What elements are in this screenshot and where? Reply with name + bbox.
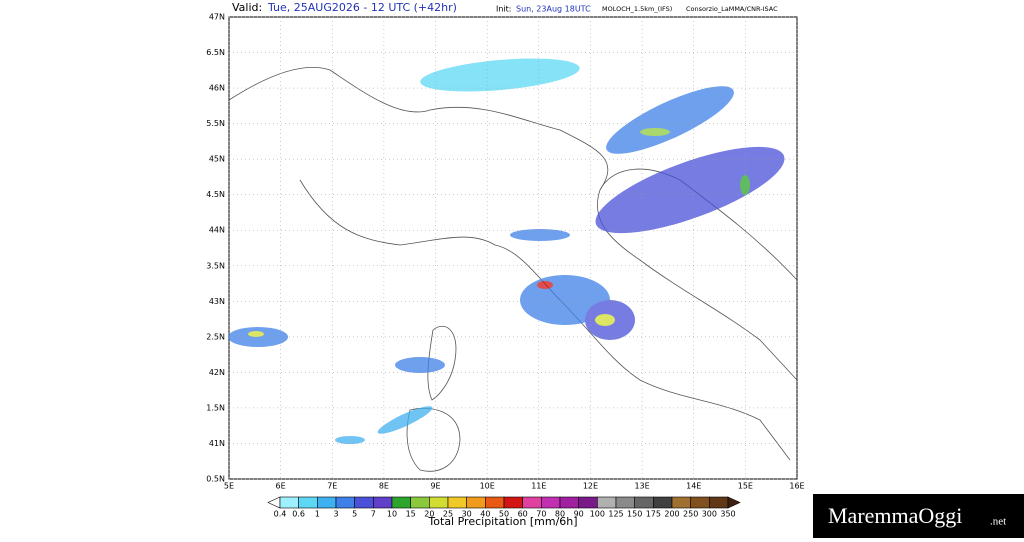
lon-label: 6E xyxy=(276,482,286,491)
colorbar-swatch xyxy=(690,496,710,509)
colorbar-arrow xyxy=(727,496,741,509)
colorbar-label: 15 xyxy=(406,510,416,519)
colorbar-label: 7 xyxy=(371,510,376,519)
colorbar-label: 0.4 xyxy=(274,510,287,519)
lon-label: 15E xyxy=(738,482,753,491)
colorbar-swatch xyxy=(597,496,617,509)
colorbar-label: 60 xyxy=(518,510,528,519)
colorbar-label: 40 xyxy=(480,510,490,519)
lat-label: 4.5N xyxy=(206,190,225,199)
colorbar-swatch xyxy=(578,496,598,509)
lon-label: 13E xyxy=(634,482,649,491)
colorbar-label: 125 xyxy=(608,510,623,519)
colorbar-label: 80 xyxy=(555,510,565,519)
colorbar-swatch xyxy=(410,496,430,509)
lat-label: 42N xyxy=(209,368,225,377)
colorbar-label: 50 xyxy=(499,510,509,519)
colorbar-label: 100 xyxy=(590,510,605,519)
init-label: Init: xyxy=(496,5,511,14)
lon-label: 12E xyxy=(583,482,598,491)
colorbar-label: 3 xyxy=(333,510,338,519)
logo-suffix: .net xyxy=(990,516,1006,528)
lat-label: 3.5N xyxy=(206,261,225,270)
colorbar-swatch xyxy=(391,496,411,509)
lat-label: 45N xyxy=(209,155,225,164)
colorbar-swatch xyxy=(373,496,393,509)
colorbar-swatch xyxy=(541,496,561,509)
colorbar-label: 200 xyxy=(664,510,679,519)
colorbar-label: 0.6 xyxy=(292,510,305,519)
lon-label: 14E xyxy=(686,482,701,491)
credit: Consorzio_LaMMA/CNR-ISAC xyxy=(686,5,778,13)
colorbar-swatch xyxy=(671,496,691,509)
map-area xyxy=(228,58,798,472)
lat-label: 43N xyxy=(209,297,225,306)
colorbar-label: 300 xyxy=(702,510,717,519)
lon-label: 7E xyxy=(327,482,337,491)
colorbar-swatch xyxy=(615,496,635,509)
lat-label: 46N xyxy=(209,84,225,93)
model: MOLOCH_1.5km_(IFS) xyxy=(602,5,672,13)
colorbar-swatch xyxy=(447,496,467,509)
colorbar-label: 20 xyxy=(424,510,434,519)
colorbar-swatch xyxy=(559,496,579,509)
colorbar-swatch xyxy=(653,496,673,509)
colorbar-swatch xyxy=(485,496,505,509)
lon-label: 16E xyxy=(789,482,804,491)
colorbar-swatch xyxy=(429,496,449,509)
lat-label: 47N xyxy=(209,13,225,22)
init-time: Sun, 23Aug 18UTC xyxy=(516,5,591,14)
lat-label: 5.5N xyxy=(206,119,225,128)
lon-label: 5E xyxy=(224,482,234,491)
lon-label: 10E xyxy=(480,482,495,491)
colorbar-label: 350 xyxy=(720,510,735,519)
logo-box xyxy=(813,494,1024,538)
colorbar-label: 70 xyxy=(536,510,546,519)
valid-time: Tue, 25AUG2026 - 12 UTC (+42hr) xyxy=(267,1,457,14)
colorbar-label: 250 xyxy=(683,510,698,519)
colorbar-label: 175 xyxy=(646,510,661,519)
precipitation xyxy=(228,58,785,444)
colorbar-swatch xyxy=(298,496,318,509)
lon-label: 11E xyxy=(531,482,546,491)
colorbar-label: 1 xyxy=(315,510,320,519)
colorbar-swatch xyxy=(335,496,355,509)
lat-label: 2.5N xyxy=(206,332,225,341)
colorbar-swatch xyxy=(503,496,523,509)
lat-label: 44N xyxy=(209,226,225,235)
colorbar-label: 90 xyxy=(574,510,584,519)
colorbar-swatch xyxy=(317,496,337,509)
lat-label: 6.5N xyxy=(206,48,225,57)
colorbar-label: 30 xyxy=(462,510,472,519)
colorbar-swatch xyxy=(466,496,486,509)
colorbar-label: 10 xyxy=(387,510,397,519)
lon-label: 9E xyxy=(430,482,440,491)
colorbar-label: 5 xyxy=(352,510,357,519)
colorbar-swatch xyxy=(634,496,654,509)
colorbar-swatch xyxy=(709,496,729,509)
valid-label: Valid: xyxy=(232,1,262,14)
lat-label: 0.5N xyxy=(206,475,225,484)
colorbar-arrow xyxy=(267,496,281,509)
colorbar-swatch xyxy=(279,496,299,509)
lat-label: 1.5N xyxy=(206,403,225,412)
colorbar-label: 150 xyxy=(627,510,642,519)
colorbar-title: Total Precipitation [mm/6h] xyxy=(427,515,577,528)
logo-name: MaremmaOggi xyxy=(828,503,962,528)
lon-label: 8E xyxy=(379,482,389,491)
colorbar-swatch xyxy=(522,496,542,509)
colorbar-swatch xyxy=(354,496,374,509)
colorbar-label: 25 xyxy=(443,510,453,519)
lat-label: 41N xyxy=(209,439,225,448)
